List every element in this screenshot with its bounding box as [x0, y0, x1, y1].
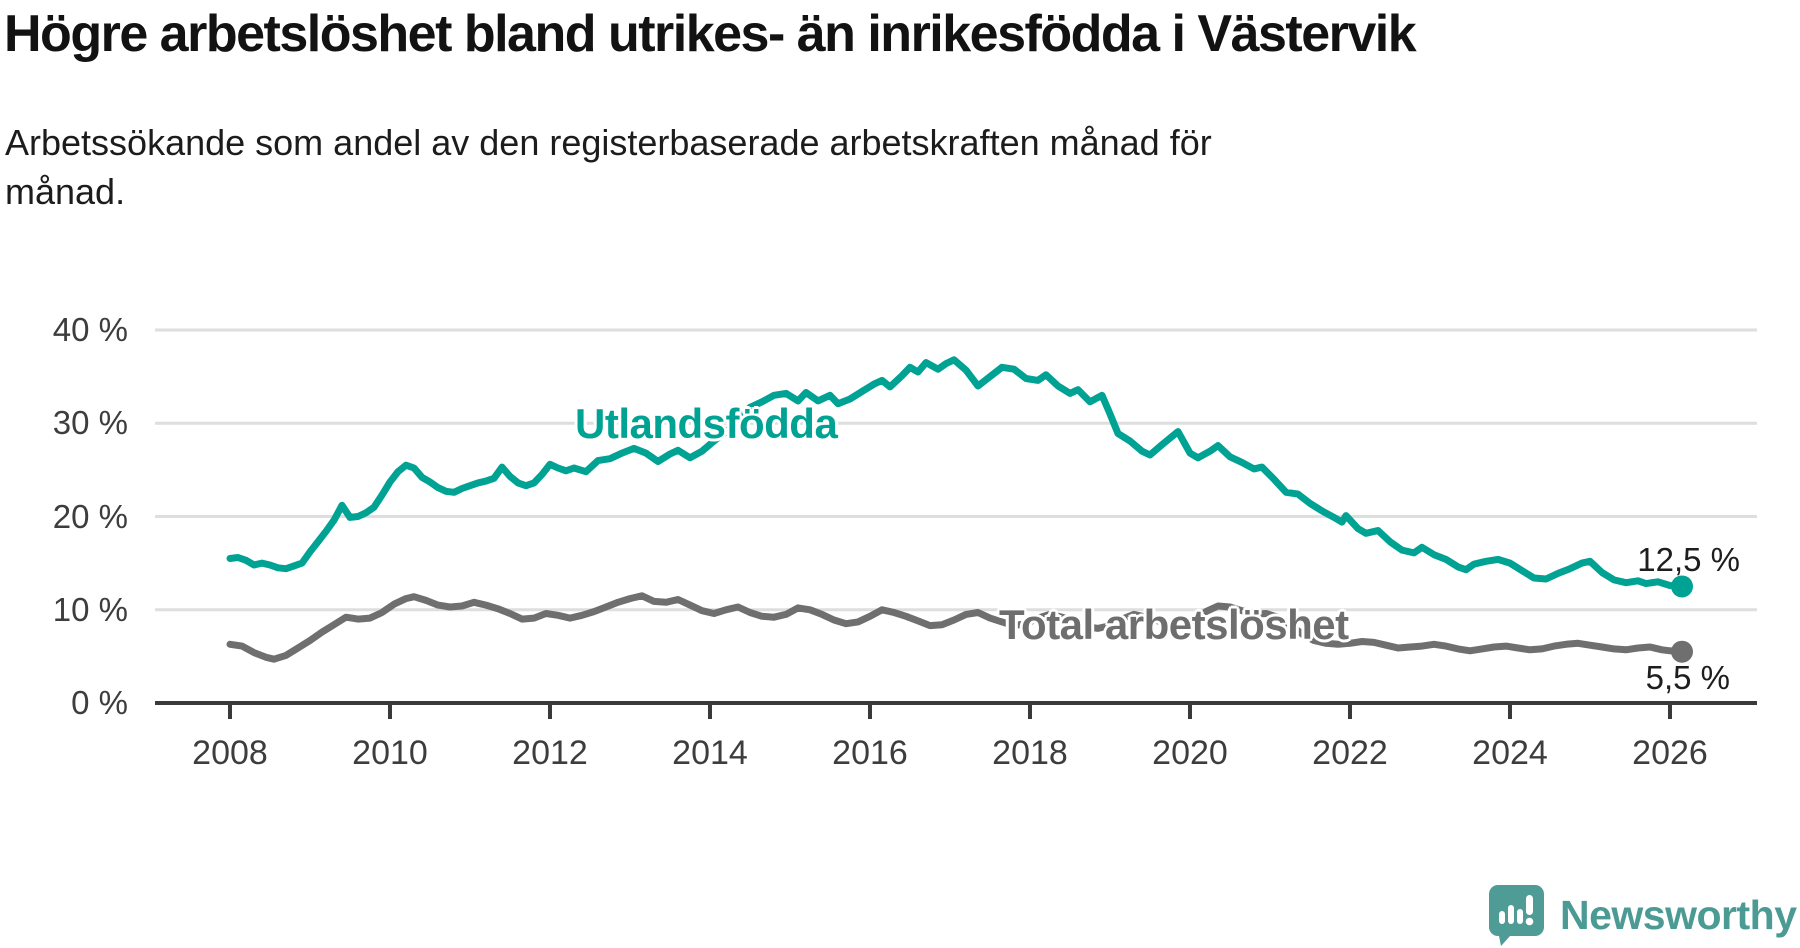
x-axis-label: 2016: [832, 734, 908, 772]
series-label-total-arbetsloshet: Total arbetslöshet: [999, 601, 1349, 648]
x-axis-label: 2010: [352, 734, 428, 772]
end-value-label-total: 5,5 %: [1645, 659, 1730, 696]
x-axis-label: 2020: [1152, 734, 1228, 772]
x-axis-label: 2008: [192, 734, 268, 772]
y-axis-label: 20 %: [52, 498, 128, 535]
newsworthy-logo-icon: [1489, 885, 1544, 946]
x-axis-label: 2026: [1632, 734, 1708, 772]
y-axis-label: 30 %: [52, 404, 128, 441]
newsworthy-branding: Newsworthy: [1488, 884, 1797, 946]
series-end-dot-utlandsfodda: [1671, 575, 1693, 598]
x-axis-label: 2024: [1472, 734, 1548, 772]
y-axis-label: 10 %: [52, 591, 128, 628]
end-value-label-utlandsfodda: 12,5 %: [1637, 541, 1740, 578]
series-label-utlandsfodda: Utlandsfödda: [575, 400, 838, 447]
newsworthy-logo-text: Newsworthy: [1560, 891, 1797, 938]
page-subtitle: Arbetssökande som andel av den registerb…: [5, 122, 1212, 212]
y-axis-label: 40 %: [52, 311, 128, 348]
x-axis-label: 2014: [672, 734, 748, 772]
series-line-utlandsfodda: [226, 356, 1686, 590]
x-axis-label: 2018: [992, 734, 1068, 772]
series-line-total: [226, 592, 1686, 663]
page-title: Högre arbetslöshet bland utrikes- än inr…: [4, 5, 1417, 63]
y-axis-label: 0 %: [71, 684, 128, 721]
x-axis-label: 2022: [1312, 734, 1388, 772]
x-axis-label: 2012: [512, 734, 588, 772]
series-end-dot-total: [1671, 640, 1693, 663]
